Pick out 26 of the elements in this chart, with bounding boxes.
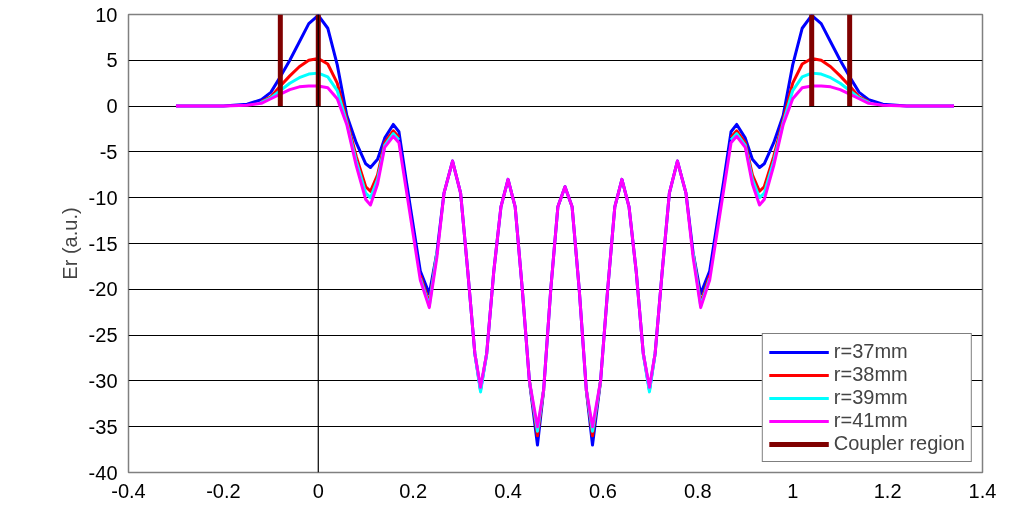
legend-label: r=39mm — [833, 386, 908, 409]
line-series — [174, 84, 956, 429]
y-tick-label: 0 — [106, 95, 118, 118]
x-tick-label: 1 — [787, 479, 799, 502]
y-tick-label: -20 — [88, 278, 118, 301]
x-tick-label: 0.6 — [589, 479, 617, 502]
x-tick-label: 0.8 — [683, 479, 712, 502]
x-tick-label: 1.2 — [873, 479, 902, 502]
x-tick-label: 0 — [312, 479, 324, 502]
y-tick-label: 10 — [95, 3, 118, 26]
y-tick-label: -10 — [88, 186, 118, 209]
legend-label: r=41mm — [833, 409, 908, 432]
y-tick-label: -30 — [88, 369, 118, 392]
x-tick-label: 1.4 — [968, 479, 997, 502]
y-tick-label: -25 — [88, 324, 118, 347]
legend-label: Coupler region — [833, 432, 965, 455]
y-axis-title: Er (a.u.) — [58, 207, 81, 280]
x-tick-label: 0.4 — [494, 479, 522, 502]
legend-label: r=37mm — [833, 340, 908, 363]
legend-label: r=38mm — [833, 363, 908, 386]
x-tick-label: 0.2 — [399, 479, 428, 502]
y-tick-label: -5 — [99, 140, 118, 163]
y-tick-label: -35 — [88, 415, 118, 438]
x-tick-label: -0.2 — [206, 479, 241, 502]
y-tick-label: 5 — [106, 49, 118, 72]
y-tick-label: -15 — [88, 232, 118, 255]
